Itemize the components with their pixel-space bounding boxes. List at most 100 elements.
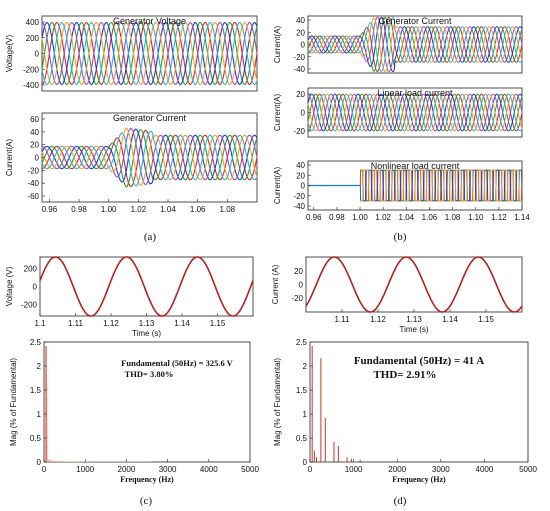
chart-title: Generator Current: [378, 16, 452, 26]
x-tick-label: 4000: [476, 465, 494, 474]
x-axis-label: Time (s): [399, 325, 428, 334]
x-tick-label: 1.14: [174, 319, 190, 328]
y-tick-label: 0.5: [296, 434, 308, 443]
x-tick-label: 1.15: [210, 319, 226, 328]
x-axis-label: Frequency (Hz): [120, 475, 174, 484]
y-tick-label: -60: [27, 192, 39, 201]
x-axis-label: Frequency (Hz): [392, 475, 446, 484]
y-tick-label: 2.5: [30, 338, 42, 347]
plot-area: [41, 112, 258, 203]
series-line: [42, 129, 258, 188]
series-line: [41, 127, 258, 186]
y-tick-label: 40: [296, 161, 305, 170]
series-line: [307, 93, 523, 132]
y-tick-label: 0.5: [30, 434, 42, 443]
plot-area: [43, 341, 251, 463]
y-axis-label: Mag (% of Fundamental): [273, 358, 282, 446]
plot-area: [39, 256, 254, 317]
annotation-fundamental: Fundamental (50Hz) = 325.6 V: [121, 358, 234, 368]
series-line: [41, 22, 258, 85]
x-tick-label: 1.13: [406, 315, 422, 324]
x-tick-label: 0: [42, 465, 47, 474]
series-line: [41, 22, 258, 85]
panel-caption: (c): [140, 495, 153, 507]
y-tick-label: 1.5: [296, 386, 308, 395]
y-tick-label: 200: [26, 34, 40, 43]
series-line: [307, 16, 523, 73]
series-line: [41, 129, 258, 188]
y-tick-label: 0: [35, 154, 40, 163]
x-tick-label: 0.98: [329, 213, 345, 222]
series-line: [305, 256, 523, 313]
x-tick-label: 1000: [76, 465, 94, 474]
y-tick-label: 2: [303, 362, 308, 371]
x-tick-label: 1.02: [131, 205, 147, 214]
x-tick-label: 1.06: [190, 205, 206, 214]
series-line: [41, 22, 258, 85]
x-tick-label: 1.11: [68, 319, 84, 328]
x-tick-label: 1.08: [220, 205, 236, 214]
chart-title: Generator Voltage: [113, 16, 186, 26]
x-tick-label: 1.08: [445, 213, 461, 222]
y-tick-label: 200: [24, 264, 38, 273]
x-tick-label: 5000: [519, 465, 537, 474]
y-tick-label: 0: [301, 182, 306, 191]
y-tick-label: -20: [293, 53, 305, 62]
panel-caption: (a): [144, 231, 157, 243]
y-tick-label: 40: [30, 128, 39, 137]
x-tick-label: 1.15: [478, 315, 494, 324]
x-tick-label: 1.1: [34, 319, 46, 328]
plot-area: [307, 15, 523, 74]
series-line: [307, 93, 523, 132]
x-tick-label: 1000: [345, 465, 363, 474]
y-axis-label: Mag (% of Fundamental): [9, 358, 18, 446]
y-tick-label: 40: [296, 16, 305, 25]
y-tick-label: 2: [37, 362, 42, 371]
chart-title: Nonlinear load current: [371, 161, 460, 171]
x-tick-label: 1.06: [422, 213, 438, 222]
x-tick-label: 1.12: [103, 319, 119, 328]
x-tick-label: 0.98: [71, 205, 87, 214]
y-tick-label: -20: [27, 166, 39, 175]
y-axis-label: Current(A): [273, 25, 282, 63]
series-line: [307, 93, 523, 132]
y-axis-label: Current(A): [273, 93, 282, 131]
y-axis-label: Current (A): [271, 264, 280, 304]
x-tick-label: 0: [308, 465, 313, 474]
series-line: [39, 256, 254, 317]
y-tick-label: -20: [291, 294, 303, 303]
series-line: [41, 22, 258, 85]
x-tick-label: 1.00: [352, 213, 368, 222]
annotation-thd: THD= 3.80%: [125, 369, 174, 379]
x-tick-label: 2000: [118, 465, 136, 474]
series-line: [41, 128, 258, 185]
y-axis-label: Voltage(V): [5, 34, 14, 72]
x-tick-label: 3000: [159, 465, 177, 474]
series-line: [41, 22, 258, 85]
y-tick-label: 0: [301, 109, 306, 118]
x-tick-label: 1.10: [468, 213, 484, 222]
x-tick-label: 5000: [241, 465, 259, 474]
x-tick-label: 0.96: [306, 213, 322, 222]
y-tick-label: 1.5: [30, 386, 42, 395]
y-tick-label: 1: [303, 410, 308, 419]
chart-title: Linear load current: [377, 88, 453, 98]
chart-title: Generator Current: [113, 113, 187, 123]
y-tick-label: 20: [296, 28, 305, 37]
series-line: [307, 93, 523, 132]
annotation-fundamental: Fundamental (50Hz) = 41 A: [354, 355, 484, 367]
y-tick-label: 0: [301, 41, 306, 50]
series-line: [307, 93, 523, 132]
y-tick-label: -200: [23, 65, 40, 74]
y-tick-label: 0: [37, 458, 42, 467]
y-tick-label: 0: [303, 458, 308, 467]
x-tick-label: 4000: [200, 465, 218, 474]
y-tick-label: -40: [293, 65, 305, 74]
series-line: [307, 16, 523, 73]
x-tick-label: 1.04: [160, 205, 176, 214]
y-tick-label: 20: [294, 267, 303, 276]
series-line: [42, 127, 258, 186]
plot-area: [305, 256, 523, 313]
y-tick-label: 0: [33, 283, 38, 292]
